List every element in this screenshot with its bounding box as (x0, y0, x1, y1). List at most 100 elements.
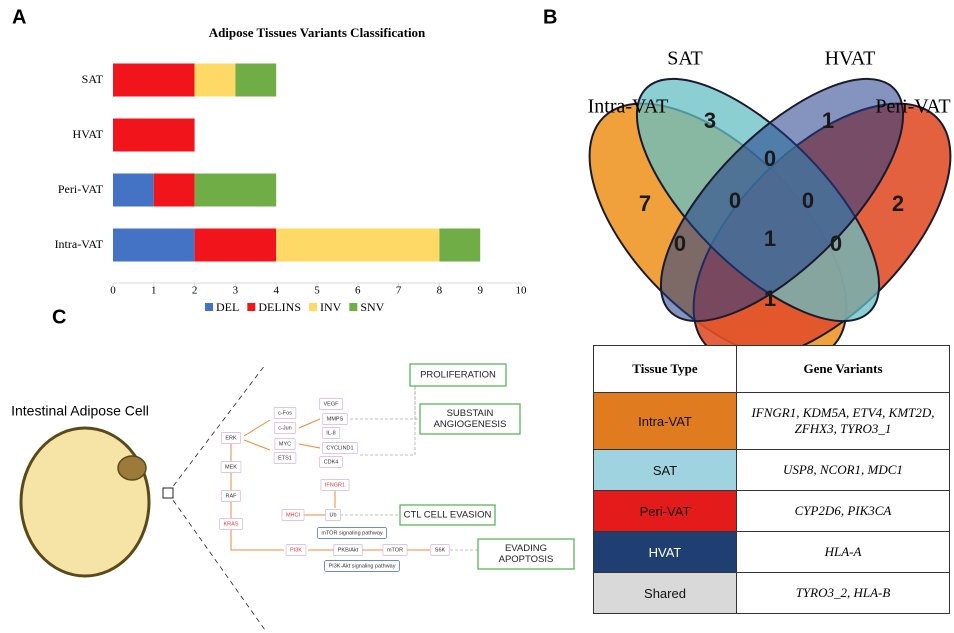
pathway-node-label: mTOR (387, 547, 403, 553)
pathway-node (220, 461, 242, 473)
venn-count: 0 (729, 188, 741, 213)
pathway-node-label: IFNGR1 (325, 482, 345, 488)
tissue-cell: Peri-VAT (593, 490, 737, 532)
venn-count: 1 (822, 108, 834, 133)
x-tick-label: 9 (477, 285, 483, 297)
legend-label: SNV (360, 300, 384, 314)
bar-segment (194, 173, 277, 207)
pathway-node-label: KRAS (224, 521, 239, 527)
bar-segment (113, 228, 195, 262)
pathway-node (322, 442, 358, 454)
bar-segment (439, 228, 481, 262)
pathway-node (221, 490, 241, 502)
venn-shapes (588, 77, 952, 362)
tissue-cell: Intra-VAT (593, 392, 737, 450)
venn-count: 0 (830, 231, 842, 256)
x-tick-label: 1 (151, 285, 157, 297)
tissue-cell: Shared (593, 572, 737, 614)
outcome-label: SUBSTAIN (447, 408, 494, 419)
pathway-node (285, 544, 307, 556)
venn-ellipse (659, 77, 905, 323)
tissue-cell: SAT (593, 449, 737, 491)
bar-segment (194, 228, 277, 262)
pathway-node (273, 407, 297, 419)
x-tick-label: 10 (516, 285, 528, 297)
table-row: Shared TYRO3_2, HLA-B (593, 572, 950, 614)
legend-swatch (247, 303, 256, 311)
table-row: Intra-VAT IFNGR1, KDM5A, ETV4, KMT2D, ZFH… (593, 392, 950, 450)
bar-segment (113, 173, 154, 207)
pathway-node (220, 432, 242, 444)
pathway-node-label: c-Fos (278, 410, 292, 416)
panel-label: A (12, 6, 26, 28)
outcome-box (409, 363, 507, 387)
legend-label: DELINS (258, 300, 301, 314)
outcome-label: APOPTOSIS (499, 554, 554, 565)
legend-label: INV (320, 300, 342, 314)
outcome-label: EVADING (505, 543, 547, 554)
y-tick-label: HVAT (73, 127, 104, 141)
pathway-node (274, 438, 296, 450)
pathway-connectors (167, 364, 478, 631)
legend-swatch (205, 303, 213, 311)
pathway-node-label: MEK (225, 464, 237, 470)
pathway-node (430, 544, 450, 556)
pathway-node-label: PI3K (290, 547, 302, 553)
outcome-label: CTL CELL EVASION (404, 510, 492, 521)
table-row: HVAT HLA-A (593, 531, 950, 573)
outcome-box (419, 403, 521, 435)
x-tick-label: 4 (273, 285, 279, 297)
pathway-arrows (230, 418, 430, 551)
venn-count: 3 (704, 108, 716, 133)
venn-count: 1 (764, 226, 776, 251)
outcome-label: PROLIFERATION (420, 370, 496, 381)
pathway-node (333, 544, 363, 556)
y-tick-label: Peri-VAT (58, 182, 104, 196)
pathway-node-label: MYC (279, 441, 291, 447)
cell (19, 426, 151, 578)
pathway-node (316, 527, 388, 539)
gene-cell: CYP2D6, PIK3CA (736, 490, 950, 532)
venn-set-label: Peri-VAT (875, 96, 950, 118)
pathway-node-label: Ub (329, 512, 336, 518)
pathway-node-label: mTOR signaling pathway (321, 530, 383, 536)
venn-count: 0 (674, 231, 686, 256)
table-row: SAT USP8, NCOR1, MDC1 (593, 449, 950, 491)
cell-nucleus (117, 455, 147, 481)
panel-label: C (52, 306, 66, 328)
pathway-node (322, 413, 348, 425)
table-row: Peri-VAT CYP2D6, PIK3CA (593, 490, 950, 532)
pathway-node-label: c-Jun (278, 425, 291, 431)
venn-count: 7 (639, 191, 651, 216)
x-tick-label: 5 (314, 285, 320, 297)
pathway-node (382, 544, 408, 556)
variant-table: Tissue Type Gene Variants Intra-VAT IFNGR… (593, 345, 950, 614)
pathway-node-label: MHCI (286, 512, 301, 518)
pathway-node-label: PKB/Akt (338, 547, 359, 553)
outcome-label: ANGIOGENESIS (434, 419, 507, 430)
pathway-node (219, 518, 243, 530)
pathway-node-label: IL-8 (326, 430, 335, 436)
panel-label: B (543, 6, 557, 28)
pathway-node-label: CYCLIND1 (326, 445, 353, 451)
venn-count: 1 (764, 286, 776, 311)
y-tick-label: Intra-VAT (55, 237, 104, 251)
header-cell: Tissue Type (593, 345, 737, 393)
pathway-node-label: ETS1 (278, 455, 292, 461)
tissue-cell: HVAT (593, 531, 737, 573)
pathway-node (324, 560, 400, 572)
venn-count: 0 (764, 146, 776, 171)
x-tick-label: 8 (437, 285, 443, 297)
venn-count: 0 (802, 188, 814, 213)
x-tick-label: 7 (396, 285, 402, 297)
pathway-node (319, 398, 343, 410)
pathway-node-label: ERK (225, 435, 237, 441)
pathway-node-label: RAF (226, 493, 238, 499)
pathway-node (273, 422, 297, 434)
gene-cell: USP8, NCOR1, MDC1 (736, 449, 950, 491)
bar-segment (194, 63, 236, 97)
pathway-node (325, 509, 341, 521)
legend-swatch (349, 303, 358, 311)
chart-title: Adipose Tissues Variants Classification (209, 25, 426, 40)
